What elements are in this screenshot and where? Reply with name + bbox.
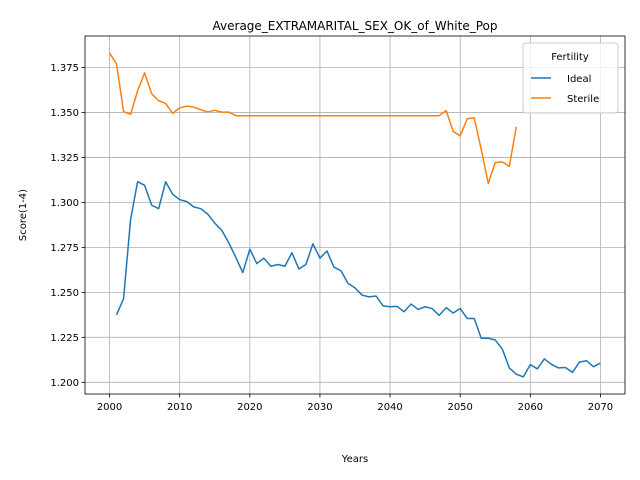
- y-tick-label: 1.300: [50, 198, 79, 209]
- x-tick-label: 2060: [518, 402, 543, 413]
- chart-title: Average_EXTRAMARITAL_SEX_OK_of_White_Pop: [213, 19, 498, 33]
- x-tick-label: 2000: [97, 402, 122, 413]
- x-tick-label: 2020: [237, 402, 262, 413]
- legend-title: Fertility: [551, 52, 589, 63]
- series-line-sterile: [108, 52, 518, 185]
- series-lines: [108, 52, 601, 378]
- x-tick-label: 2030: [307, 402, 332, 413]
- y-axis-label: Score(1-4): [18, 189, 29, 241]
- x-axis-label: Years: [341, 454, 368, 465]
- x-tick-label: 2010: [167, 402, 192, 413]
- plot-frame: [84, 35, 626, 395]
- x-tick-label: 2070: [588, 402, 613, 413]
- y-tick-label: 1.275: [50, 243, 79, 254]
- y-tick-label: 1.375: [50, 63, 79, 74]
- legend-label-sterile: Sterile: [567, 94, 599, 105]
- y-tick-label: 1.250: [50, 288, 79, 299]
- x-tick-label: 2050: [447, 402, 472, 413]
- y-tick-label: 1.325: [50, 153, 79, 164]
- y-tick-label: 1.200: [50, 378, 79, 389]
- x-tick-label: 2040: [377, 402, 402, 413]
- y-tick-label: 1.225: [50, 333, 79, 344]
- y-tick-label: 1.350: [50, 108, 79, 119]
- legend: Fertility Ideal Sterile: [522, 42, 619, 114]
- legend-label-ideal: Ideal: [567, 74, 591, 85]
- axis-ticks: 2000 2010 2020 2030 2040 2050 2060 2070 1.200 1.2…: [50, 63, 613, 413]
- series-line-ideal: [115, 180, 601, 378]
- legend-box: [522, 42, 619, 114]
